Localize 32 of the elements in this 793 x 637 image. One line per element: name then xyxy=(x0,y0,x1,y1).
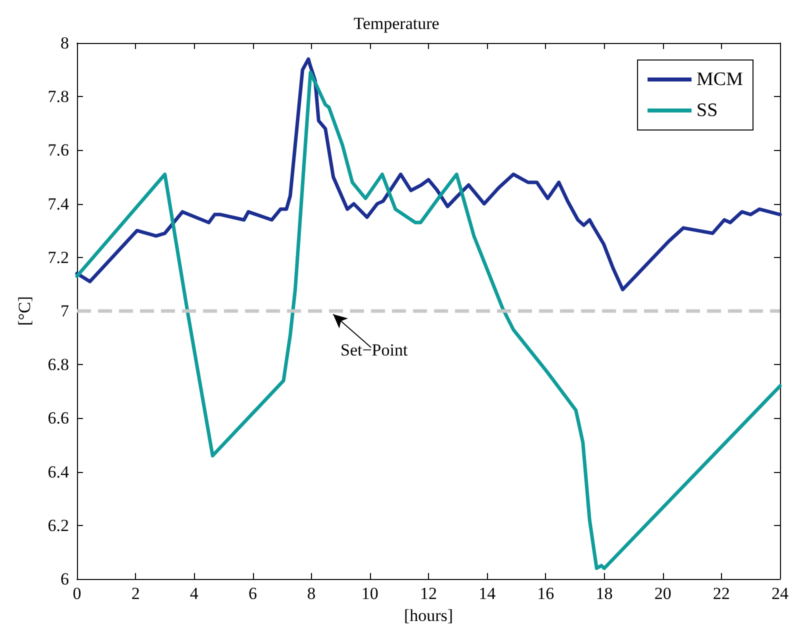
y-tick-label: 7.4 xyxy=(48,194,70,214)
y-axis-title: [°C] xyxy=(15,296,34,326)
x-tick-label: 22 xyxy=(712,584,730,603)
y-tick-label: 6.8 xyxy=(48,355,69,374)
y-tick-label: 8 xyxy=(60,34,69,52)
x-tick-label: 24 xyxy=(772,584,789,603)
line-series xyxy=(75,57,782,292)
y-tick-label: 6.2 xyxy=(48,516,69,535)
y-tick-label: 6.6 xyxy=(48,408,69,428)
y-tick-label: 7 xyxy=(60,302,70,320)
x-tick-label: 0 xyxy=(72,584,82,603)
x-tick-label: 4 xyxy=(190,584,199,603)
y-tick-label: 7.8 xyxy=(48,87,69,106)
x-tick-label: 8 xyxy=(307,584,316,603)
y-tick-label: 6 xyxy=(60,570,69,588)
legend-label: SS xyxy=(696,100,718,121)
x-tick-label: 14 xyxy=(478,584,496,603)
x-tick-label: 2 xyxy=(131,584,140,603)
chart-title: Temperature xyxy=(354,14,440,33)
x-tick-label: 6 xyxy=(248,584,257,603)
x-tick-label: 18 xyxy=(596,584,613,603)
x-axis-title: [hours] xyxy=(404,606,454,625)
x-tick-label: 10 xyxy=(361,584,378,603)
legend-label: MCM xyxy=(696,69,744,90)
line-series xyxy=(75,70,782,570)
y-tick-label: 6.4 xyxy=(48,462,70,482)
x-tick-label: 20 xyxy=(654,584,672,603)
annotation: Set−Point xyxy=(340,340,408,360)
x-tick-label: 12 xyxy=(420,584,437,603)
x-tick-label: 16 xyxy=(537,584,554,603)
y-tick-label: 7.6 xyxy=(48,140,69,160)
y-tick-label: 7.2 xyxy=(48,248,69,267)
